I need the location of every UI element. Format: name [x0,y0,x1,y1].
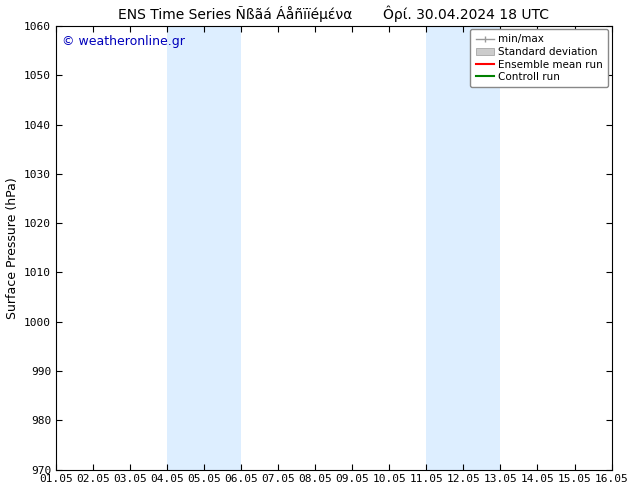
Y-axis label: Surface Pressure (hPa): Surface Pressure (hPa) [6,177,18,318]
Bar [167,26,241,469]
Text: © weatheronline.gr: © weatheronline.gr [61,35,184,48]
Bar [427,26,500,469]
Title: ENS Time Series Ñßãá Áåñïïéμένα       Ôρί. 30.04.2024 18 UTC: ENS Time Series Ñßãá Áåñïïéμένα Ôρί. 30.… [119,5,549,22]
Legend: min/max, Standard deviation, Ensemble mean run, Controll run: min/max, Standard deviation, Ensemble me… [470,29,609,87]
